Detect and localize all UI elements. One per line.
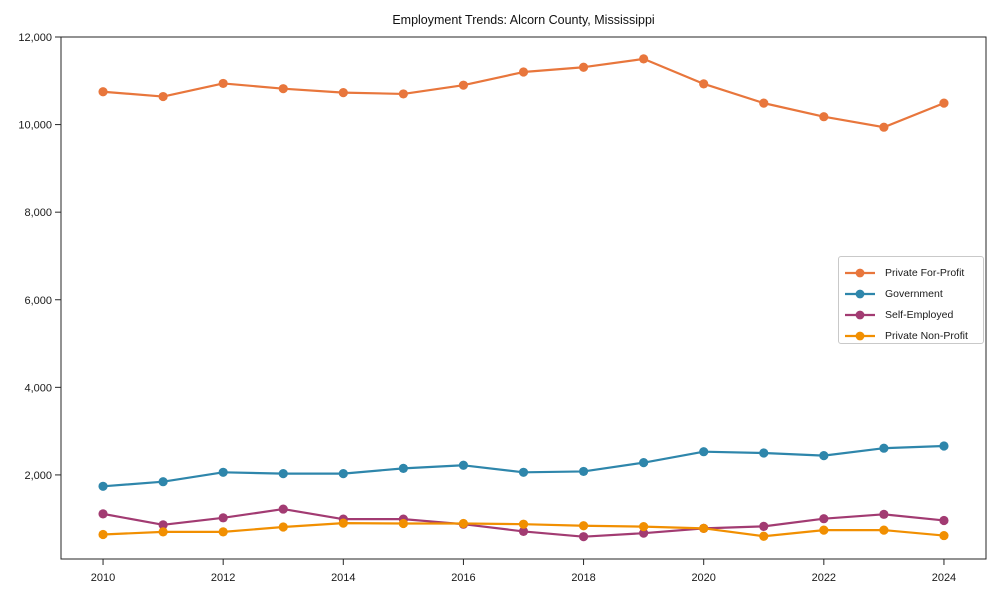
series-point-3 — [218, 527, 228, 537]
legend-label: Self-Employed — [885, 308, 954, 321]
legend-label: Private For-Profit — [885, 266, 965, 279]
series-point-3 — [819, 525, 829, 535]
series-point-2 — [819, 514, 829, 524]
series-point-0 — [639, 54, 649, 64]
series-point-0 — [338, 88, 348, 98]
series-point-2 — [278, 504, 288, 514]
series-line-1 — [101, 444, 946, 488]
y-tick-label: 4,000 — [24, 382, 52, 394]
series-point-0 — [759, 98, 769, 108]
series-point-1 — [819, 451, 829, 461]
y-tick-label: 12,000 — [18, 32, 52, 44]
series-point-2 — [759, 521, 769, 531]
series-point-3 — [158, 527, 168, 537]
series-point-3 — [458, 518, 469, 529]
series-point-1 — [639, 458, 649, 468]
series-point-3 — [398, 518, 408, 529]
x-tick-label: 2010 — [91, 572, 115, 584]
legend: Private For-Profit Government Self-Employe… — [838, 256, 984, 344]
series-point-3 — [518, 519, 529, 529]
series-point-1 — [398, 463, 408, 473]
series-point-3 — [759, 531, 769, 541]
series-point-3 — [879, 525, 889, 535]
series-point-0 — [218, 78, 228, 89]
legend-item: Private Non-Profit — [839, 325, 983, 346]
series-point-1 — [158, 477, 168, 487]
legend-marker-icon — [845, 268, 875, 277]
x-tick-label: 2014 — [331, 572, 355, 584]
series-point-0 — [158, 91, 168, 102]
series-point-3 — [98, 529, 108, 540]
series-point-0 — [518, 67, 529, 77]
series-point-2 — [639, 528, 649, 538]
legend-dot — [855, 289, 865, 298]
series-point-2 — [158, 520, 168, 530]
series-point-1 — [699, 447, 709, 457]
series-point-0 — [699, 79, 709, 89]
series-point-1 — [458, 460, 469, 470]
legend-dot — [855, 331, 865, 340]
series-point-0 — [578, 62, 589, 72]
legend-marker-icon — [845, 331, 875, 340]
y-tick-label: 6,000 — [24, 295, 52, 307]
legend-label: Government — [885, 287, 943, 300]
x-tick-label: 2022 — [812, 572, 836, 584]
series-point-2 — [939, 515, 949, 526]
series-point-1 — [338, 469, 348, 479]
y-tick-label: 8,000 — [24, 207, 52, 219]
series-point-3 — [939, 530, 949, 541]
legend-label: Private Non-Profit — [885, 329, 968, 342]
x-tick-label: 2012 — [211, 572, 235, 584]
series-point-1 — [939, 441, 949, 451]
series-point-0 — [398, 89, 408, 99]
series-point-2 — [879, 509, 889, 519]
series-point-2 — [578, 532, 589, 542]
series-point-0 — [278, 84, 288, 94]
chart-title: Employment Trends: Alcorn County, Missis… — [392, 13, 655, 27]
legend-item: Private For-Profit — [839, 262, 983, 283]
x-tick-label: 2018 — [571, 572, 595, 584]
y-tick-label: 10,000 — [18, 120, 52, 132]
series-point-2 — [98, 509, 108, 519]
legend-item: Government — [839, 283, 983, 304]
series-point-0 — [819, 112, 829, 122]
series-point-3 — [338, 518, 348, 528]
series-point-0 — [939, 98, 949, 108]
series-point-1 — [759, 448, 769, 458]
x-tick-label: 2020 — [691, 572, 715, 584]
series-point-0 — [98, 87, 108, 97]
series-point-3 — [578, 521, 589, 531]
series-point-3 — [639, 521, 649, 532]
legend-item: Self-Employed — [839, 304, 983, 325]
series-point-2 — [518, 526, 529, 537]
plot-border — [60, 36, 987, 560]
legend-marker-icon — [845, 310, 875, 319]
series-point-0 — [879, 122, 889, 132]
x-tick-label: 2024 — [932, 572, 956, 584]
series-point-3 — [699, 523, 709, 533]
x-tick-label: 2016 — [451, 572, 475, 584]
series-point-2 — [218, 513, 228, 523]
series-point-0 — [458, 80, 469, 90]
legend-dot — [855, 268, 865, 277]
legend-dot — [855, 310, 865, 319]
series-point-1 — [518, 467, 529, 477]
y-tick-label: 2,000 — [24, 470, 52, 482]
series-point-1 — [98, 481, 108, 491]
series-point-1 — [218, 467, 228, 477]
series-point-1 — [578, 466, 589, 477]
series-point-3 — [278, 522, 288, 532]
series-point-1 — [278, 469, 288, 479]
series-point-1 — [879, 443, 889, 453]
legend-marker-icon — [845, 289, 875, 298]
